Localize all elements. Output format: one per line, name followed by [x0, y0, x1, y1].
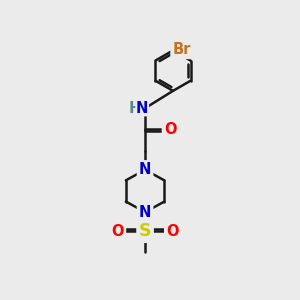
Text: Br: Br	[172, 42, 191, 57]
Text: S: S	[139, 222, 151, 240]
Text: N: N	[139, 162, 151, 177]
Text: O: O	[164, 122, 176, 137]
Text: N: N	[139, 205, 151, 220]
Text: N: N	[136, 101, 148, 116]
Text: O: O	[112, 224, 124, 239]
Text: H: H	[128, 101, 141, 116]
Text: O: O	[166, 224, 179, 239]
